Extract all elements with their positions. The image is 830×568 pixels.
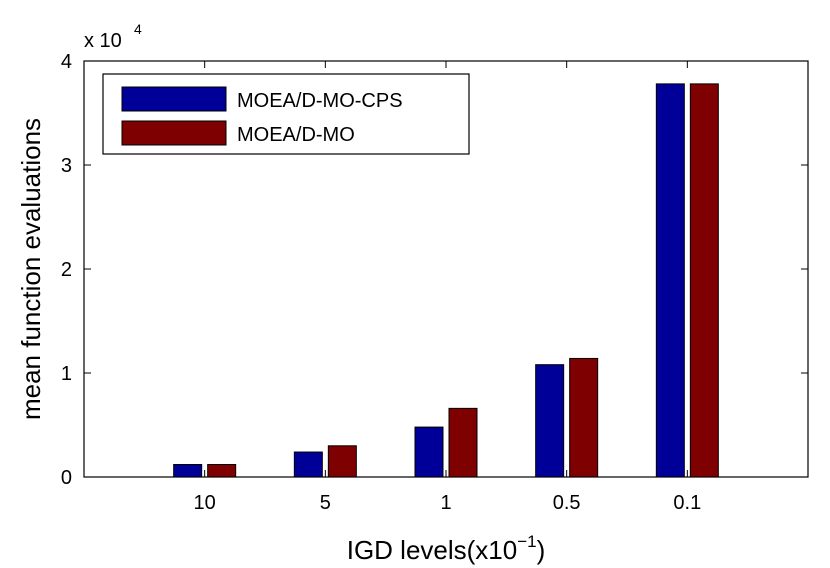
legend: MOEA/D-MO-CPS MOEA/D-MO	[102, 73, 470, 155]
bar-moea-d-mo-cps-10	[173, 464, 203, 478]
x-axis-label-exponent: −1	[517, 532, 536, 551]
bar-moea-d-mo-5	[327, 445, 357, 478]
bar-moea-d-mo-cps-0.5	[535, 364, 565, 478]
bar-moea-d-mo-0.5	[569, 357, 599, 478]
legend-swatch-moea-d-mo-cps	[121, 86, 227, 112]
bars-group	[173, 83, 719, 478]
bar-moea-d-mo-0.1	[689, 83, 719, 478]
x-tick-label: 5	[320, 492, 331, 514]
legend-label-moea-d-mo: MOEA/D-MO	[237, 124, 355, 146]
y-tick-label: 1	[61, 363, 72, 385]
bar-moea-d-mo-1	[448, 407, 478, 478]
y-tick-label: 4	[61, 51, 72, 73]
x-tick-label: 1	[440, 492, 451, 514]
x-tick-label: 0.1	[673, 492, 701, 514]
y-axis: 0 1 2 3 4	[61, 51, 808, 489]
x-axis-label: IGD levels(x10−1)	[347, 532, 546, 565]
y-tick-label: 3	[61, 155, 72, 177]
x-axis-label-main: IGD levels(x10	[347, 535, 518, 565]
bar-moea-d-mo-cps-5	[293, 451, 323, 478]
y-tick-label: 2	[61, 259, 72, 281]
y-multiplier-exponent: 4	[134, 21, 142, 37]
y-axis-multiplier: x 10 4	[84, 21, 142, 52]
x-axis: 10 5 1 0.5 0.1	[194, 61, 701, 514]
x-tick-label: 0.5	[553, 492, 581, 514]
legend-swatch-moea-d-mo	[121, 120, 227, 146]
x-tick-label: 10	[194, 492, 216, 514]
legend-label-moea-d-mo-cps: MOEA/D-MO-CPS	[237, 90, 403, 112]
bar-moea-d-mo-10	[207, 464, 237, 478]
y-multiplier-label: x 10	[84, 30, 122, 52]
y-axis-label: mean function evaluations	[16, 118, 46, 420]
y-tick-label: 0	[61, 467, 72, 489]
bar-moea-d-mo-cps-1	[414, 426, 444, 478]
x-axis-label-suffix: )	[537, 535, 546, 565]
bar-moea-d-mo-cps-0.1	[655, 83, 685, 478]
